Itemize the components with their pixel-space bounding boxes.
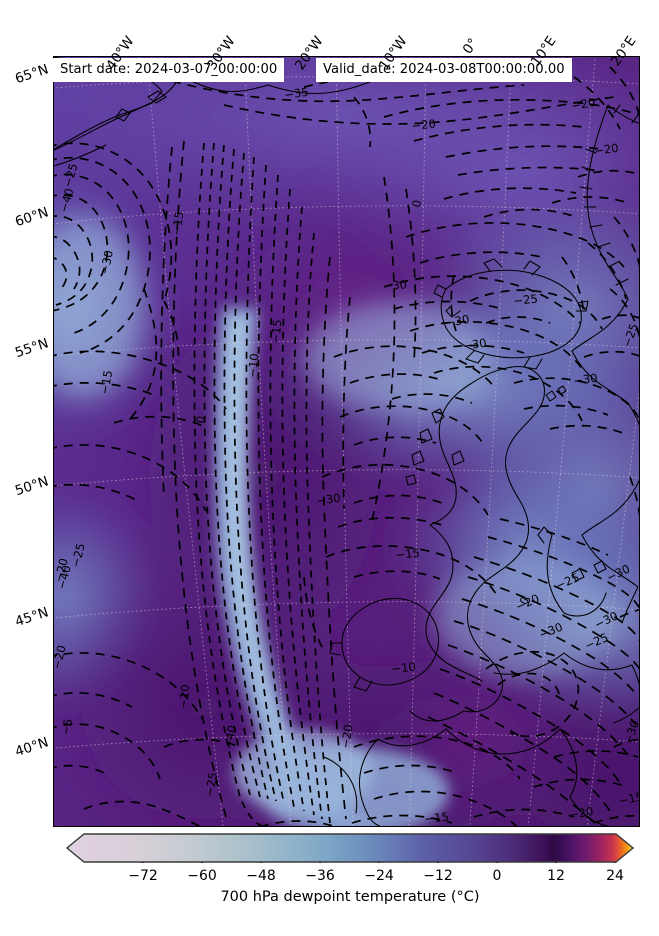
svg-text:−35: −35 (283, 85, 309, 102)
svg-text:−15: −15 (618, 789, 640, 808)
svg-text:−30: −30 (97, 249, 116, 276)
svg-text:−25: −25 (60, 162, 80, 189)
svg-text:−20: −20 (568, 804, 594, 822)
contour-lines (54, 66, 639, 826)
svg-text:−40: −40 (56, 187, 76, 214)
colorbar-title: 700 hPa dewpoint temperature (°C) (220, 889, 480, 905)
lat-tick-45N: 45°N (13, 604, 51, 631)
colorbar-tick-8: 24 (606, 868, 624, 884)
svg-text:0: 0 (409, 199, 424, 209)
svg-text:−30: −30 (444, 312, 470, 330)
colorbar-tick-5: −12 (423, 868, 453, 884)
svg-text:−25: −25 (202, 771, 220, 797)
svg-text:−40: −40 (54, 564, 73, 591)
colorbar-tick-3: −36 (305, 868, 335, 884)
start-date-banner: Start date: 2024-03-07_00:00:00 (53, 58, 285, 83)
lat-tick-55N: 55°N (13, 335, 51, 362)
lat-tick-40N: 40°N (13, 734, 51, 761)
colorbar[interactable]: −72 −60 −48 −36 −24 −12 0 12 24 700 hPa … (66, 833, 634, 905)
svg-text:−25: −25 (620, 321, 640, 349)
svg-text:−30: −30 (572, 371, 598, 388)
colorbar-tick-7: 12 (547, 868, 565, 884)
svg-text:−10: −10 (176, 684, 192, 710)
svg-text:−15: −15 (97, 369, 115, 395)
svg-text:−15: −15 (424, 810, 450, 826)
svg-text:−25: −25 (513, 292, 539, 308)
svg-text:−30: −30 (461, 336, 487, 353)
lat-tick-50N: 50°N (13, 473, 51, 500)
svg-text:−40: −40 (221, 724, 239, 750)
svg-text:−15: −15 (169, 210, 186, 236)
svg-text:−10: −10 (391, 660, 417, 676)
svg-text:−5: −5 (58, 717, 75, 736)
colorbar-tick-2: −48 (246, 868, 276, 884)
colorbar-tick-4: −24 (364, 868, 394, 884)
svg-text:−20: −20 (593, 141, 619, 158)
svg-text:−15: −15 (268, 319, 284, 345)
svg-text:0: 0 (193, 415, 208, 425)
svg-text:−20: −20 (338, 723, 355, 749)
colorbar-gradient (66, 833, 634, 863)
svg-text:−20: −20 (54, 557, 71, 584)
valid-date-banner: Valid_date: 2024-03-08T00:00:00.00 (316, 58, 572, 83)
colorbar-tick-6: 0 (492, 868, 502, 884)
svg-text:−30: −30 (382, 277, 407, 293)
colorbar-tick-0: −72 (128, 868, 158, 884)
coastlines (54, 57, 639, 826)
svg-text:−20: −20 (570, 95, 596, 113)
filled-contour-field (54, 57, 639, 826)
colorbar-tick-1: −60 (187, 868, 217, 884)
svg-text:−25: −25 (68, 542, 87, 569)
map-plot-area[interactable]: −35 −20 −20 −20 −25 −40 −15 0 −30 −25 −3… (53, 56, 640, 827)
lat-tick-60N: 60°N (13, 204, 51, 231)
svg-text:−10: −10 (245, 353, 261, 379)
svg-text:−15: −15 (395, 546, 421, 562)
map-render: −35 −20 −20 −20 −25 −40 −15 0 −30 −25 −3… (54, 57, 640, 826)
svg-text:−30: −30 (315, 491, 341, 508)
lat-tick-65N: 65°N (13, 61, 51, 88)
svg-text:−20: −20 (411, 117, 437, 133)
